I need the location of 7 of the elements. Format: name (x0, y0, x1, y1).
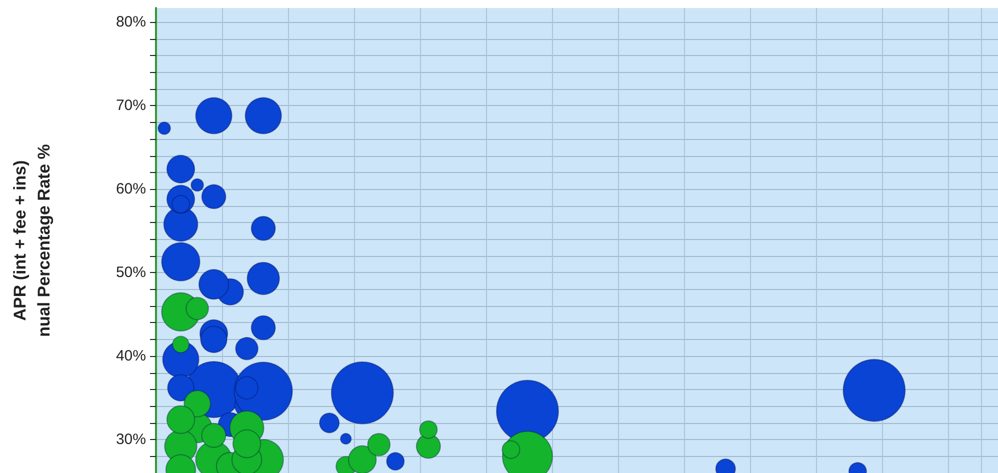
y-tick-label: 80% (116, 14, 146, 31)
y-axis-title: APR (int + fee + ins) nual Percentage Rate % (10, 144, 54, 337)
y-tick-label: 70% (116, 97, 146, 114)
y-tick-label: 60% (116, 180, 146, 198)
y-tick-label: 50% (116, 264, 146, 282)
y-tick-label: 30% (116, 431, 146, 448)
y-tick-label: 40% (116, 348, 146, 365)
